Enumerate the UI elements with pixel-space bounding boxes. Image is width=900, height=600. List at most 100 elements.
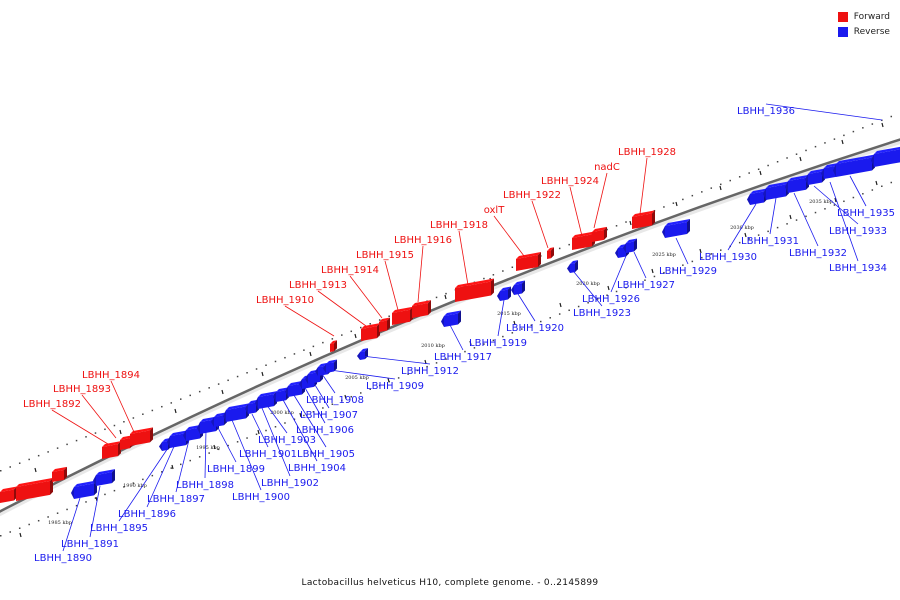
gene-label: LBHH_1902 <box>261 407 319 489</box>
reverse-gene-feature <box>623 238 637 253</box>
gene-label: LBHH_1929 <box>659 237 717 277</box>
gene-label: LBHH_1894 <box>82 370 140 433</box>
svg-text:oxlT: oxlT <box>484 205 506 216</box>
gene-label: LBHH_1928 <box>618 147 676 215</box>
gene-label: LBHH_1908 <box>306 373 364 406</box>
svg-text:LBHH_1927: LBHH_1927 <box>617 280 675 291</box>
gene-label: nadC <box>593 162 620 229</box>
gene-label: LBHH_1905 <box>291 391 355 460</box>
svg-text:nadC: nadC <box>594 162 620 173</box>
forward-gene-feature <box>379 317 390 332</box>
forward-gene-feature <box>16 477 53 501</box>
svg-text:LBHH_1924: LBHH_1924 <box>541 176 599 187</box>
reverse-gene-feature <box>71 480 97 499</box>
reverse-gene-feature <box>662 219 690 238</box>
forward-gene-feature <box>0 486 17 503</box>
gene-label: LBHH_1907 <box>300 379 358 421</box>
reverse-gene-feature <box>871 146 900 167</box>
gene-label: LBHH_1900 <box>231 419 290 503</box>
svg-text:LBHH_1897: LBHH_1897 <box>147 494 205 505</box>
svg-text:LBHH_1932: LBHH_1932 <box>789 248 847 259</box>
svg-text:LBHH_1893: LBHH_1893 <box>53 384 111 395</box>
reverse-gene-feature <box>323 359 337 373</box>
svg-text:LBHH_1914: LBHH_1914 <box>321 265 379 276</box>
gene-label: LBHH_1898 <box>176 429 234 491</box>
reverse-gene-feature <box>357 348 368 360</box>
svg-text:LBHH_1900: LBHH_1900 <box>232 492 290 503</box>
reverse-gene-feature <box>567 260 578 273</box>
gene-label: LBHH_1895 <box>90 447 169 534</box>
svg-text:LBHH_1896: LBHH_1896 <box>118 509 176 520</box>
gene-label: LBHH_1933 <box>813 185 887 237</box>
svg-text:LBHH_1934: LBHH_1934 <box>829 263 887 274</box>
scale-tick-label: 2020 kbp <box>576 281 600 287</box>
svg-text:LBHH_1910: LBHH_1910 <box>256 295 314 306</box>
scale-tick-label: 2030 kbp <box>730 225 754 231</box>
svg-text:LBHH_1936: LBHH_1936 <box>737 106 795 117</box>
legend-reverse-label: Reverse <box>853 26 890 37</box>
svg-text:LBHH_1922: LBHH_1922 <box>503 190 561 201</box>
reverse-gene-feature <box>255 391 277 409</box>
upper-dot-track <box>0 115 893 472</box>
gene-features <box>0 146 900 503</box>
gene-label: LBHH_1909 <box>329 369 424 392</box>
gene-label: LBHH_1892 <box>23 399 109 445</box>
reverse-gene-feature <box>785 174 809 193</box>
map-caption: Lactobacillus helveticus H10, complete g… <box>301 578 599 588</box>
svg-text:LBHH_1928: LBHH_1928 <box>618 147 676 158</box>
scale-tick-label: 1995 kbp <box>196 445 220 451</box>
svg-text:LBHH_1902: LBHH_1902 <box>261 478 319 489</box>
svg-text:LBHH_1909: LBHH_1909 <box>366 381 424 392</box>
scale-tick-label: 1985 kbp <box>48 520 72 526</box>
scale-tick-label: 2015 kbp <box>497 311 521 317</box>
svg-text:LBHH_1906: LBHH_1906 <box>296 425 354 436</box>
gene-label: LBHH_1936 <box>737 103 883 121</box>
genome-backbone <box>0 138 900 517</box>
forward-gene-feature <box>632 210 655 229</box>
lower-dot-track <box>0 181 893 537</box>
gene-label: LBHH_1897 <box>147 435 205 505</box>
svg-text:LBHH_1920: LBHH_1920 <box>506 323 564 334</box>
scale-tick-label: 2000 kbp <box>270 410 294 416</box>
svg-text:LBHH_1923: LBHH_1923 <box>573 308 631 319</box>
gene-label: LBHH_1890 <box>34 497 92 564</box>
reverse-gene-feature <box>441 310 461 327</box>
forward-gene-feature <box>52 466 67 482</box>
svg-text:LBHH_1892: LBHH_1892 <box>23 399 81 410</box>
svg-text:LBHH_1891: LBHH_1891 <box>61 539 119 550</box>
svg-text:LBHH_1930: LBHH_1930 <box>699 252 757 263</box>
forward-gene-feature <box>130 427 153 446</box>
svg-text:LBHH_1913: LBHH_1913 <box>289 280 347 291</box>
gene-label: LBHH_1904 <box>281 397 346 474</box>
svg-text:LBHH_1917: LBHH_1917 <box>434 352 492 363</box>
gene-label: oxlT <box>484 205 525 257</box>
forward-gene-feature <box>592 226 607 242</box>
legend-forward-label: Forward <box>853 11 890 22</box>
gene-label: LBHH_1930 <box>699 203 757 263</box>
svg-text:LBHH_1908: LBHH_1908 <box>306 395 364 406</box>
gene-label: LBHH_1896 <box>118 441 177 520</box>
svg-text:LBHH_1905: LBHH_1905 <box>297 449 355 460</box>
svg-text:LBHH_1919: LBHH_1919 <box>469 338 527 349</box>
svg-text:LBHH_1898: LBHH_1898 <box>176 480 234 491</box>
svg-text:LBHH_1895: LBHH_1895 <box>90 523 148 534</box>
gene-label: LBHH_1906 <box>296 385 354 436</box>
reverse-swatch <box>837 26 848 37</box>
scale-tick-label: 2035 kbp <box>809 199 833 205</box>
gene-label: LBHH_1916 <box>394 235 452 303</box>
gene-label: LBHH_1893 <box>53 384 117 439</box>
legend: Forward Reverse <box>837 9 890 39</box>
gene-label: LBHH_1934 <box>829 181 887 274</box>
legend-reverse: Reverse <box>837 24 890 39</box>
gene-label: LBHH_1919 <box>469 299 527 349</box>
gene-label: LBHH_1914 <box>321 265 383 319</box>
gene-label: LBHH_1935 <box>837 175 895 219</box>
forward-gene-feature <box>412 300 431 318</box>
svg-text:LBHH_1901: LBHH_1901 <box>239 449 297 460</box>
svg-text:LBHH_1935: LBHH_1935 <box>837 208 895 219</box>
gene-label: LBHH_1915 <box>356 250 414 311</box>
reverse-gene-feature <box>747 188 767 205</box>
reverse-gene-feature <box>497 286 511 301</box>
gene-label: LBHH_1891 <box>61 485 119 550</box>
